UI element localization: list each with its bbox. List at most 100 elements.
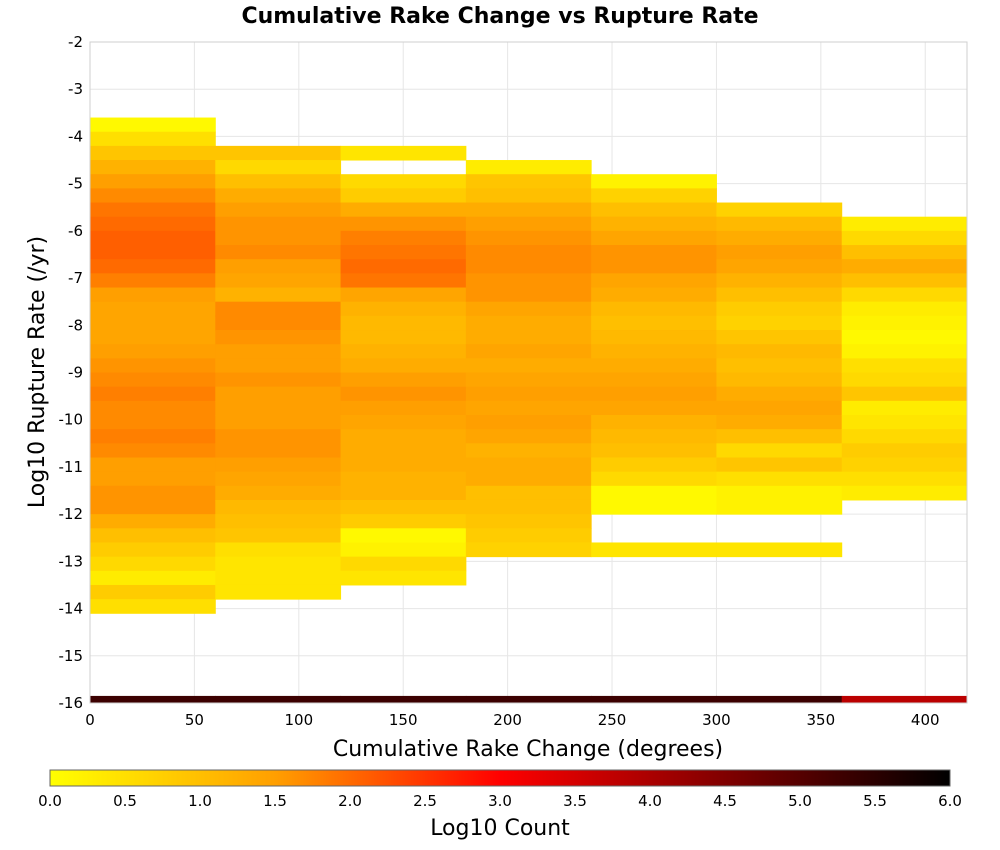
heatmap-cell [841,414,968,430]
heatmap-cell [716,471,843,487]
heatmap-cell [340,400,467,416]
heatmap-cells [90,117,968,703]
heatmap-cell [591,485,717,501]
colorbar-tick-label: 2.0 [338,792,362,810]
heatmap-cell [716,202,843,218]
heatmap-cell [841,457,968,473]
heatmap-cell [841,230,968,246]
heatmap-cell [591,259,717,274]
y-tick-label: -9 [68,364,83,382]
heatmap-cell [90,599,216,614]
heatmap-cell [340,174,467,189]
heatmap-cell [215,514,342,529]
x-axis-ticks: 0 50 100 150 200 250 300 350 400 [85,711,939,729]
heatmap-cell [90,457,216,473]
heatmap-cell [591,429,717,444]
heatmap-cell [465,315,592,331]
heatmap-cell [591,330,717,345]
heatmap-cell [215,499,342,515]
heatmap-cell [591,443,717,458]
heatmap-cell [841,695,968,703]
y-tick-label: -13 [59,552,84,570]
heatmap-cell [90,330,216,345]
heatmap-cell [90,514,216,529]
heatmap-cell [340,344,467,359]
heatmap-cell [215,301,342,317]
heatmap-cell [591,471,717,487]
heatmap-cell [340,245,467,260]
x-tick-label: 250 [598,711,627,729]
colorbar-tick-label: 1.0 [188,792,212,810]
heatmap-cell [340,301,467,317]
heatmap-cell [841,386,968,402]
heatmap-cell [591,188,717,204]
plot-frame [89,41,968,704]
heatmap-cell [90,273,216,289]
heatmap-cell [841,372,968,388]
heatmap-cell [90,414,216,430]
heatmap-cell [340,414,467,430]
colorbar [49,769,951,787]
heatmap-cell [90,499,216,515]
heatmap-cell [465,471,592,487]
heatmap-cell [716,414,843,430]
heatmap-cell [841,259,968,274]
heatmap-cell [465,443,592,458]
heatmap-cell [215,344,342,359]
heatmap-cell [841,485,968,501]
heatmap-cell [215,372,342,388]
heatmap-cell [465,273,592,289]
heatmap-cell [465,344,592,359]
heatmap-cell [90,131,216,147]
heatmap-cell [340,145,467,161]
heatmap-cell [340,499,467,515]
heatmap-cell [215,174,342,189]
heatmap-cell [716,301,843,317]
heatmap-cell [841,315,968,331]
heatmap-cell [591,301,717,317]
heatmap-cell [716,372,843,388]
heatmap-cell [716,499,843,515]
heatmap-cell [340,457,467,473]
heatmap-cell [465,188,592,204]
heatmap-cell [90,570,216,586]
heatmap-cell [716,330,843,345]
colorbar-tick-label: 6.0 [938,792,962,810]
heatmap-cell [340,188,467,204]
heatmap-cell [215,429,342,444]
heatmap-cell [215,160,342,175]
heatmap-cell [90,584,216,600]
x-tick-label: 400 [911,711,940,729]
heatmap-cell [215,542,342,558]
heatmap-cell [465,429,592,444]
heatmap-cell [215,528,342,543]
heatmap-cell [90,695,216,703]
y-tick-label: -3 [68,80,83,98]
x-tick-label: 200 [493,711,522,729]
heatmap-cell [215,695,342,703]
heatmap-cell [716,287,843,303]
y-tick-label: -11 [59,458,84,476]
heatmap-cell [465,528,592,543]
heatmap-cell [90,230,216,246]
heatmap-cell [465,499,592,515]
heatmap-cell [841,358,968,373]
heatmap-cell [90,160,216,175]
heatmap-cell [215,259,342,274]
heatmap-cell [215,400,342,416]
heatmap-cell [465,457,592,473]
colorbar-tick-label: 0.0 [38,792,62,810]
heatmap-cell [716,315,843,331]
heatmap-cell [215,273,342,289]
heatmap-cell [340,485,467,501]
x-tick-label: 150 [389,711,418,729]
y-axis-title: Log10 Rupture Rate (/yr) [25,236,50,508]
heatmap-cell [215,386,342,402]
heatmap-cell [591,230,717,246]
heatmap-cell [465,287,592,303]
heatmap-cell [591,542,717,558]
y-tick-label: -4 [68,127,83,145]
heatmap-cell [340,443,467,458]
y-tick-label: -10 [59,411,84,429]
